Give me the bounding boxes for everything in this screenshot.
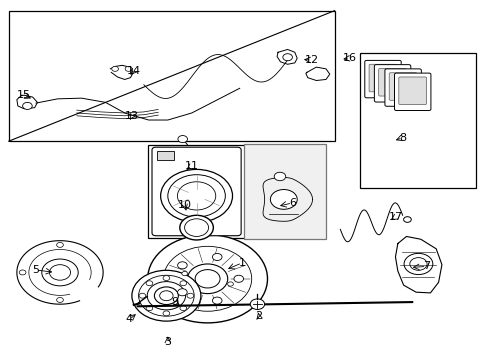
FancyBboxPatch shape [378,68,406,96]
Text: 17: 17 [387,212,402,222]
Circle shape [139,293,145,298]
Circle shape [138,275,194,316]
Circle shape [146,306,152,311]
Circle shape [182,271,187,276]
Circle shape [186,293,193,298]
Circle shape [132,270,201,321]
Circle shape [19,270,26,275]
Circle shape [160,291,173,301]
Circle shape [146,281,152,286]
Circle shape [233,275,243,282]
Circle shape [212,253,222,261]
Circle shape [187,264,227,294]
Circle shape [212,297,222,304]
Text: 6: 6 [288,198,295,208]
Circle shape [180,215,213,240]
Circle shape [125,66,132,71]
Circle shape [177,289,187,296]
Circle shape [41,259,78,286]
Text: 7: 7 [422,261,429,271]
Circle shape [195,270,220,288]
Text: 14: 14 [127,66,141,76]
FancyBboxPatch shape [152,147,241,236]
Bar [147,145,250,238]
FancyBboxPatch shape [364,60,400,98]
Circle shape [177,262,187,269]
Text: 3: 3 [164,337,171,347]
Circle shape [163,276,169,280]
Text: 10: 10 [177,200,191,210]
Circle shape [147,282,185,310]
Bar [9,11,334,141]
Circle shape [57,242,63,247]
Circle shape [178,136,187,143]
Text: 4: 4 [126,314,133,324]
FancyBboxPatch shape [398,77,426,104]
FancyBboxPatch shape [394,73,430,111]
Circle shape [184,219,208,237]
Circle shape [154,287,178,305]
Circle shape [282,54,292,61]
Circle shape [274,172,285,181]
Text: 8: 8 [398,133,406,143]
Circle shape [49,265,70,280]
Circle shape [180,281,186,286]
Circle shape [227,282,233,286]
Bar [360,53,475,188]
Circle shape [167,175,225,217]
Circle shape [147,235,267,323]
FancyBboxPatch shape [384,69,421,106]
FancyBboxPatch shape [374,65,410,102]
Text: 9: 9 [171,297,178,307]
Circle shape [163,311,169,316]
Circle shape [270,189,297,209]
Circle shape [177,182,215,210]
Circle shape [403,217,410,222]
Bar [157,151,174,160]
FancyBboxPatch shape [368,64,396,92]
Circle shape [409,258,426,270]
Circle shape [112,66,118,71]
Text: 11: 11 [184,161,199,171]
Circle shape [160,170,232,222]
Text: 2: 2 [255,311,262,321]
Text: 1: 1 [238,258,245,268]
Circle shape [163,246,251,311]
Circle shape [403,253,432,275]
Circle shape [250,299,264,310]
Text: 5: 5 [33,265,40,275]
Circle shape [57,297,63,302]
Text: 12: 12 [304,55,318,65]
Bar [243,144,325,239]
Circle shape [22,102,32,109]
Text: 15: 15 [17,90,31,100]
Circle shape [180,306,186,311]
FancyBboxPatch shape [388,73,416,100]
Text: 13: 13 [124,112,139,121]
Text: 16: 16 [342,53,356,63]
